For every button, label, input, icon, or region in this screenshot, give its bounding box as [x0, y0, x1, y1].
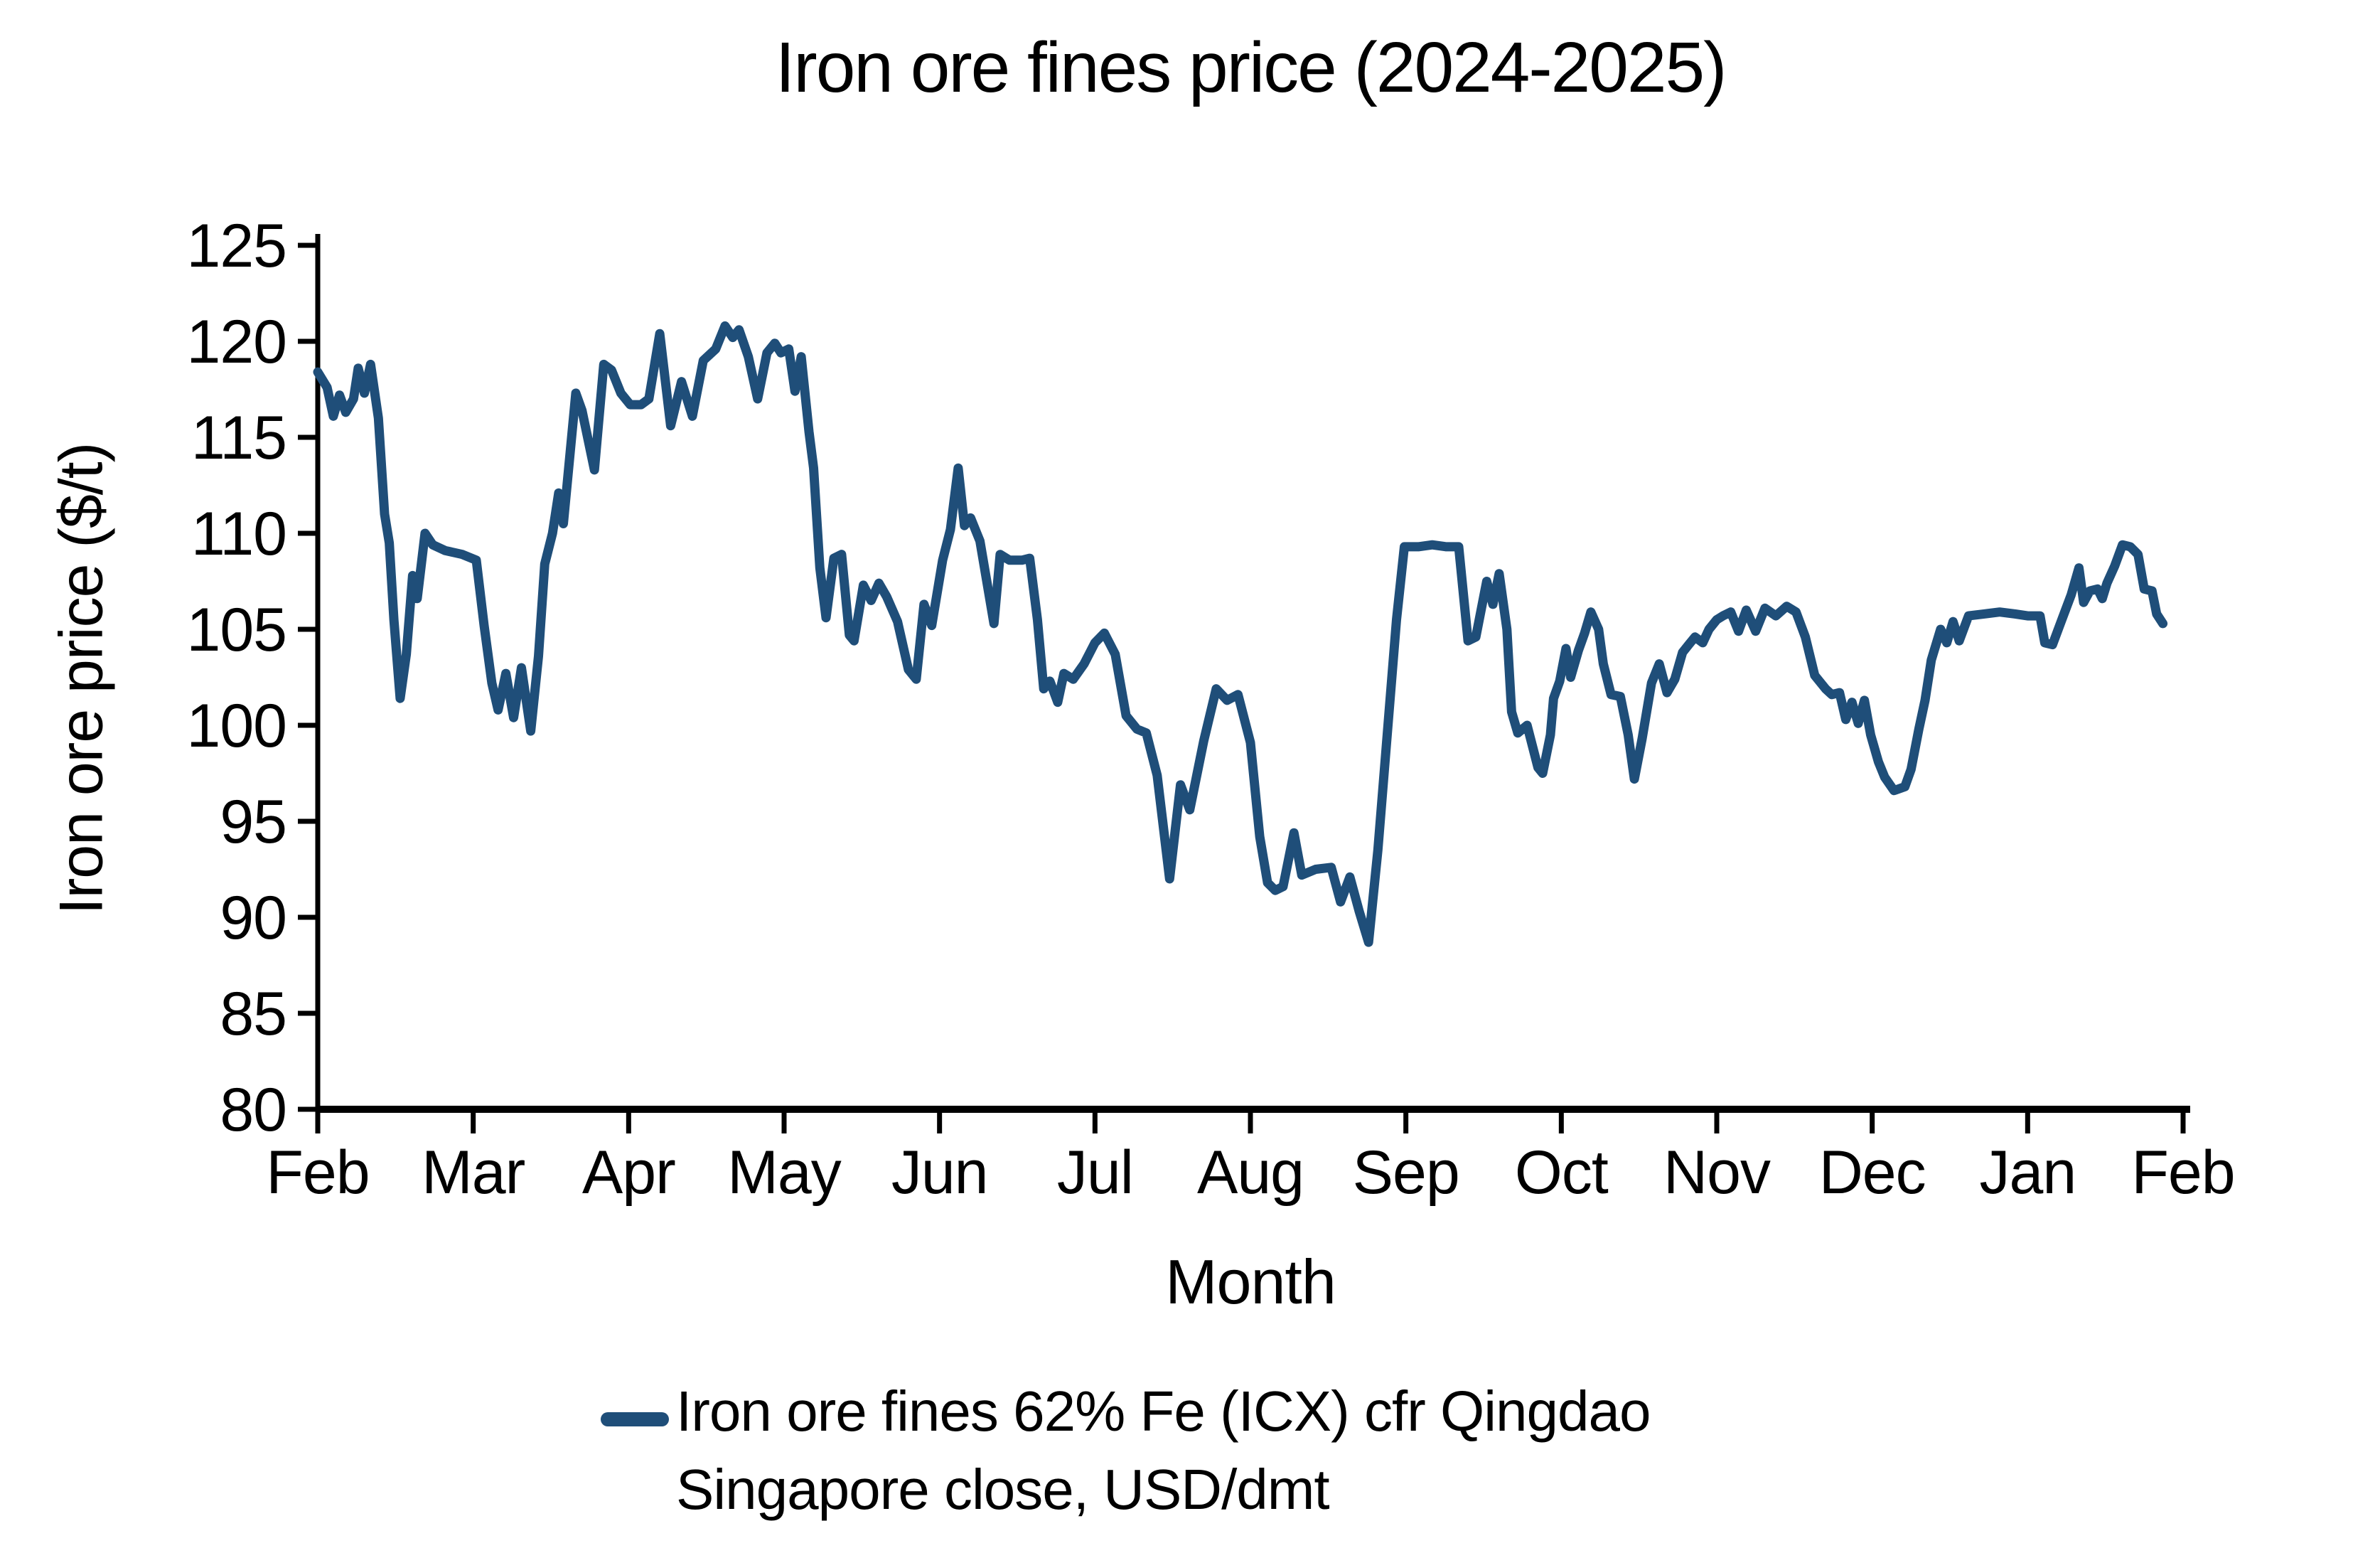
x-tick-label: Aug [1197, 1138, 1304, 1207]
y-tick-label: 115 [191, 404, 286, 472]
legend-line-swatch [601, 1412, 669, 1426]
y-tick-label: 105 [187, 596, 287, 664]
x-tick-label: May [727, 1138, 841, 1207]
y-tick-label: 125 [187, 212, 287, 280]
x-tick-label: Jul [1057, 1138, 1133, 1207]
chart-title: Iron ore fines price (2024-2025) [775, 28, 1727, 107]
y-tick-label: 80 [220, 1076, 286, 1144]
price-line-series [313, 321, 2168, 947]
y-tick-label: 110 [191, 500, 286, 568]
x-tick-label: Sep [1353, 1138, 1459, 1207]
x-tick-label: Apr [582, 1138, 675, 1207]
y-tick-label: 85 [220, 980, 286, 1048]
y-axis-title: Iron ore price ($/t) [47, 442, 116, 915]
legend-label: Iron ore fines 62% Fe (ICX) cfr Qingdao … [676, 1372, 1651, 1530]
legend-label-line2: Singapore close, USD/dmt [676, 1458, 1330, 1522]
x-tick-label: Mar [422, 1138, 525, 1207]
y-tick-label: 95 [220, 788, 286, 856]
x-tick-label: Oct [1515, 1138, 1609, 1207]
legend: Iron ore fines 62% Fe (ICX) cfr Qingdao … [601, 1372, 1651, 1530]
y-tick-label: 120 [187, 308, 287, 376]
x-tick-label: Jun [891, 1138, 988, 1207]
y-tick-label: 100 [187, 692, 287, 760]
x-tick-label: Nov [1663, 1138, 1771, 1207]
x-tick-label: Jan [1979, 1138, 2076, 1207]
x-axis-title: Month [1165, 1247, 1336, 1317]
x-tick-label: Feb [266, 1138, 369, 1207]
x-tick-label: Feb [2131, 1138, 2234, 1207]
y-tick-label: 90 [220, 884, 286, 952]
legend-label-line1: Iron ore fines 62% Fe (ICX) cfr Qingdao [676, 1379, 1651, 1443]
x-tick-label: Dec [1819, 1138, 1926, 1207]
